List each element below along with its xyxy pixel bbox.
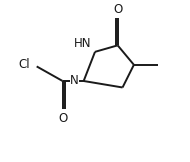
Text: N: N — [70, 75, 79, 87]
Text: O: O — [58, 112, 67, 125]
Text: Cl: Cl — [19, 58, 30, 71]
Text: O: O — [113, 3, 122, 16]
Text: HN: HN — [74, 37, 92, 50]
